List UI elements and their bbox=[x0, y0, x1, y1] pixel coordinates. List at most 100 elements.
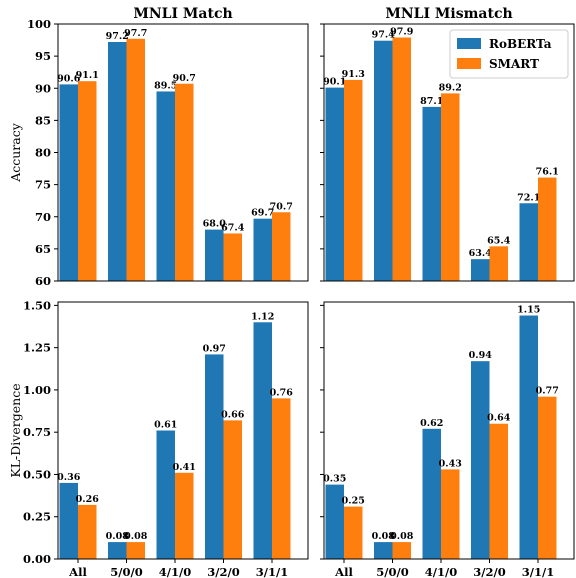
data-label: 0.08 bbox=[106, 531, 130, 542]
plot-frame bbox=[57, 23, 309, 282]
bar-smart-5/0/0 bbox=[392, 542, 411, 559]
y-tick-label: 0.25 bbox=[23, 510, 51, 524]
bar-smart-3/2/0 bbox=[223, 233, 242, 281]
bar-roberta-3/1/1 bbox=[253, 218, 272, 281]
bar-smart-3/1/1 bbox=[272, 212, 291, 281]
data-label: 0.97 bbox=[203, 343, 226, 354]
plot-frame bbox=[323, 23, 575, 282]
bar-smart-4/1/0 bbox=[175, 83, 194, 281]
bar-smart-4/1/0 bbox=[441, 469, 460, 559]
bar-roberta-5/0/0 bbox=[108, 542, 127, 559]
x-tick-label: 3/1/1 bbox=[522, 565, 554, 578]
data-label: 0.08 bbox=[372, 531, 396, 542]
bar-smart-3/2/0 bbox=[489, 423, 508, 559]
bar-smart-3/1/1 bbox=[272, 398, 291, 559]
data-label: 69.7 bbox=[251, 208, 274, 219]
x-tick-label: 3/1/1 bbox=[256, 565, 288, 578]
y-tick-label: 70 bbox=[35, 210, 51, 224]
data-label: 89.5 bbox=[154, 80, 177, 91]
data-label: 97.7 bbox=[124, 28, 147, 39]
data-label: 91.3 bbox=[342, 69, 365, 80]
data-label: 0.76 bbox=[270, 387, 294, 398]
data-label: 89.2 bbox=[439, 82, 462, 93]
y-tick-label: 0.50 bbox=[23, 467, 51, 481]
x-tick-label: All bbox=[334, 565, 353, 578]
data-label: 97.9 bbox=[390, 26, 414, 37]
data-label: 0.64 bbox=[487, 413, 511, 424]
bar-roberta-All bbox=[325, 87, 344, 281]
data-label: 65.4 bbox=[487, 235, 511, 246]
data-label: 97.4 bbox=[372, 30, 396, 41]
y-tick-label: 80 bbox=[35, 146, 51, 160]
data-label: 0.66 bbox=[221, 409, 245, 420]
legend-label-smart: SMART bbox=[489, 57, 539, 71]
data-label: 91.1 bbox=[76, 70, 99, 81]
y-tick-label: 65 bbox=[35, 242, 51, 256]
data-label: 0.94 bbox=[469, 350, 493, 361]
data-label: 90.1 bbox=[323, 77, 346, 88]
data-label: 0.25 bbox=[342, 496, 365, 507]
bar-smart-5/0/0 bbox=[392, 37, 411, 282]
data-label: 0.26 bbox=[76, 494, 100, 505]
y-tick-label: 100 bbox=[27, 17, 51, 31]
x-tick-label: 4/1/0 bbox=[425, 565, 457, 578]
data-label: 0.77 bbox=[536, 386, 559, 397]
y-tick-label: 75 bbox=[35, 178, 51, 192]
y-tick-label: 0.00 bbox=[23, 552, 51, 566]
chart-title: MNLI Mismatch bbox=[385, 6, 512, 22]
bar-smart-All bbox=[78, 81, 97, 282]
chart-panel-3: 0.36 0.26 All 0.080.08 5/0/0 0.61 0.41 4/1/0 0.9… bbox=[8, 298, 309, 578]
y-axis-label: Accuracy bbox=[8, 122, 23, 183]
bar-roberta-3/2/0 bbox=[205, 354, 224, 559]
chart-panel-2: 90.191.3 97.497.9 87.1 89.2 63.4 65.4 72.1 76.1… bbox=[320, 6, 575, 282]
legend-label-roberta: RoBERTa bbox=[489, 37, 552, 51]
y-tick-label: 0.75 bbox=[23, 425, 51, 439]
y-tick-label: 95 bbox=[35, 49, 51, 63]
data-label: 72.1 bbox=[517, 192, 540, 203]
chart-panel-1: 90.691.1 97.297.7 89.590.7 68.067.4 69.770.7… bbox=[8, 6, 309, 288]
x-tick-label: All bbox=[68, 565, 87, 578]
bar-roberta-5/0/0 bbox=[374, 542, 393, 559]
legend: RoBERTa SMART bbox=[449, 29, 569, 79]
bar-roberta-4/1/0 bbox=[156, 91, 175, 282]
chart-title: MNLI Match bbox=[133, 6, 232, 22]
bar-roberta-All bbox=[59, 482, 78, 559]
data-label: 0.36 bbox=[57, 472, 81, 483]
data-label: 97.2 bbox=[106, 31, 129, 42]
bar-roberta-3/1/1 bbox=[253, 322, 272, 559]
x-tick-label: 3/2/0 bbox=[207, 565, 239, 578]
bar-roberta-3/2/0 bbox=[471, 259, 490, 281]
y-tick-label: 60 bbox=[35, 274, 51, 288]
data-label: 0.41 bbox=[173, 462, 196, 473]
bar-smart-3/1/1 bbox=[538, 177, 557, 281]
y-tick-label: 1.50 bbox=[23, 298, 51, 312]
bar-smart-5/0/0 bbox=[126, 38, 145, 282]
x-tick-label: 3/2/0 bbox=[473, 565, 505, 578]
bar-smart-All bbox=[344, 79, 363, 282]
bar-roberta-4/1/0 bbox=[156, 430, 175, 559]
data-label: 70.7 bbox=[270, 201, 293, 212]
data-label: 0.35 bbox=[323, 474, 346, 485]
bar-roberta-3/1/1 bbox=[519, 315, 538, 559]
bar-smart-4/1/0 bbox=[441, 93, 460, 281]
chart-panel-4: 0.35 0.25 All 0.080.08 5/0/0 0.62 0.43 4/1/0 0.9… bbox=[320, 301, 575, 578]
data-label: 0.61 bbox=[154, 420, 177, 431]
bar-roberta-3/2/0 bbox=[471, 361, 490, 559]
bar-smart-5/0/0 bbox=[126, 542, 145, 559]
bar-roberta-3/2/0 bbox=[205, 229, 224, 281]
legend-swatch-roberta bbox=[457, 38, 481, 49]
y-tick-label: 1.00 bbox=[23, 383, 51, 397]
bar-smart-4/1/0 bbox=[175, 472, 194, 559]
bar-smart-All bbox=[78, 504, 97, 559]
x-tick-label: 5/0/0 bbox=[110, 565, 142, 578]
data-label: 63.4 bbox=[469, 248, 493, 259]
bar-roberta-All bbox=[325, 484, 344, 559]
x-tick-label: 5/0/0 bbox=[376, 565, 408, 578]
bar-roberta-5/0/0 bbox=[108, 41, 127, 281]
data-label: 0.08 bbox=[124, 531, 148, 542]
data-label: 0.43 bbox=[439, 458, 462, 469]
data-label: 68.0 bbox=[203, 219, 227, 230]
data-label: 90.7 bbox=[173, 73, 196, 84]
plot-frame bbox=[57, 301, 309, 560]
